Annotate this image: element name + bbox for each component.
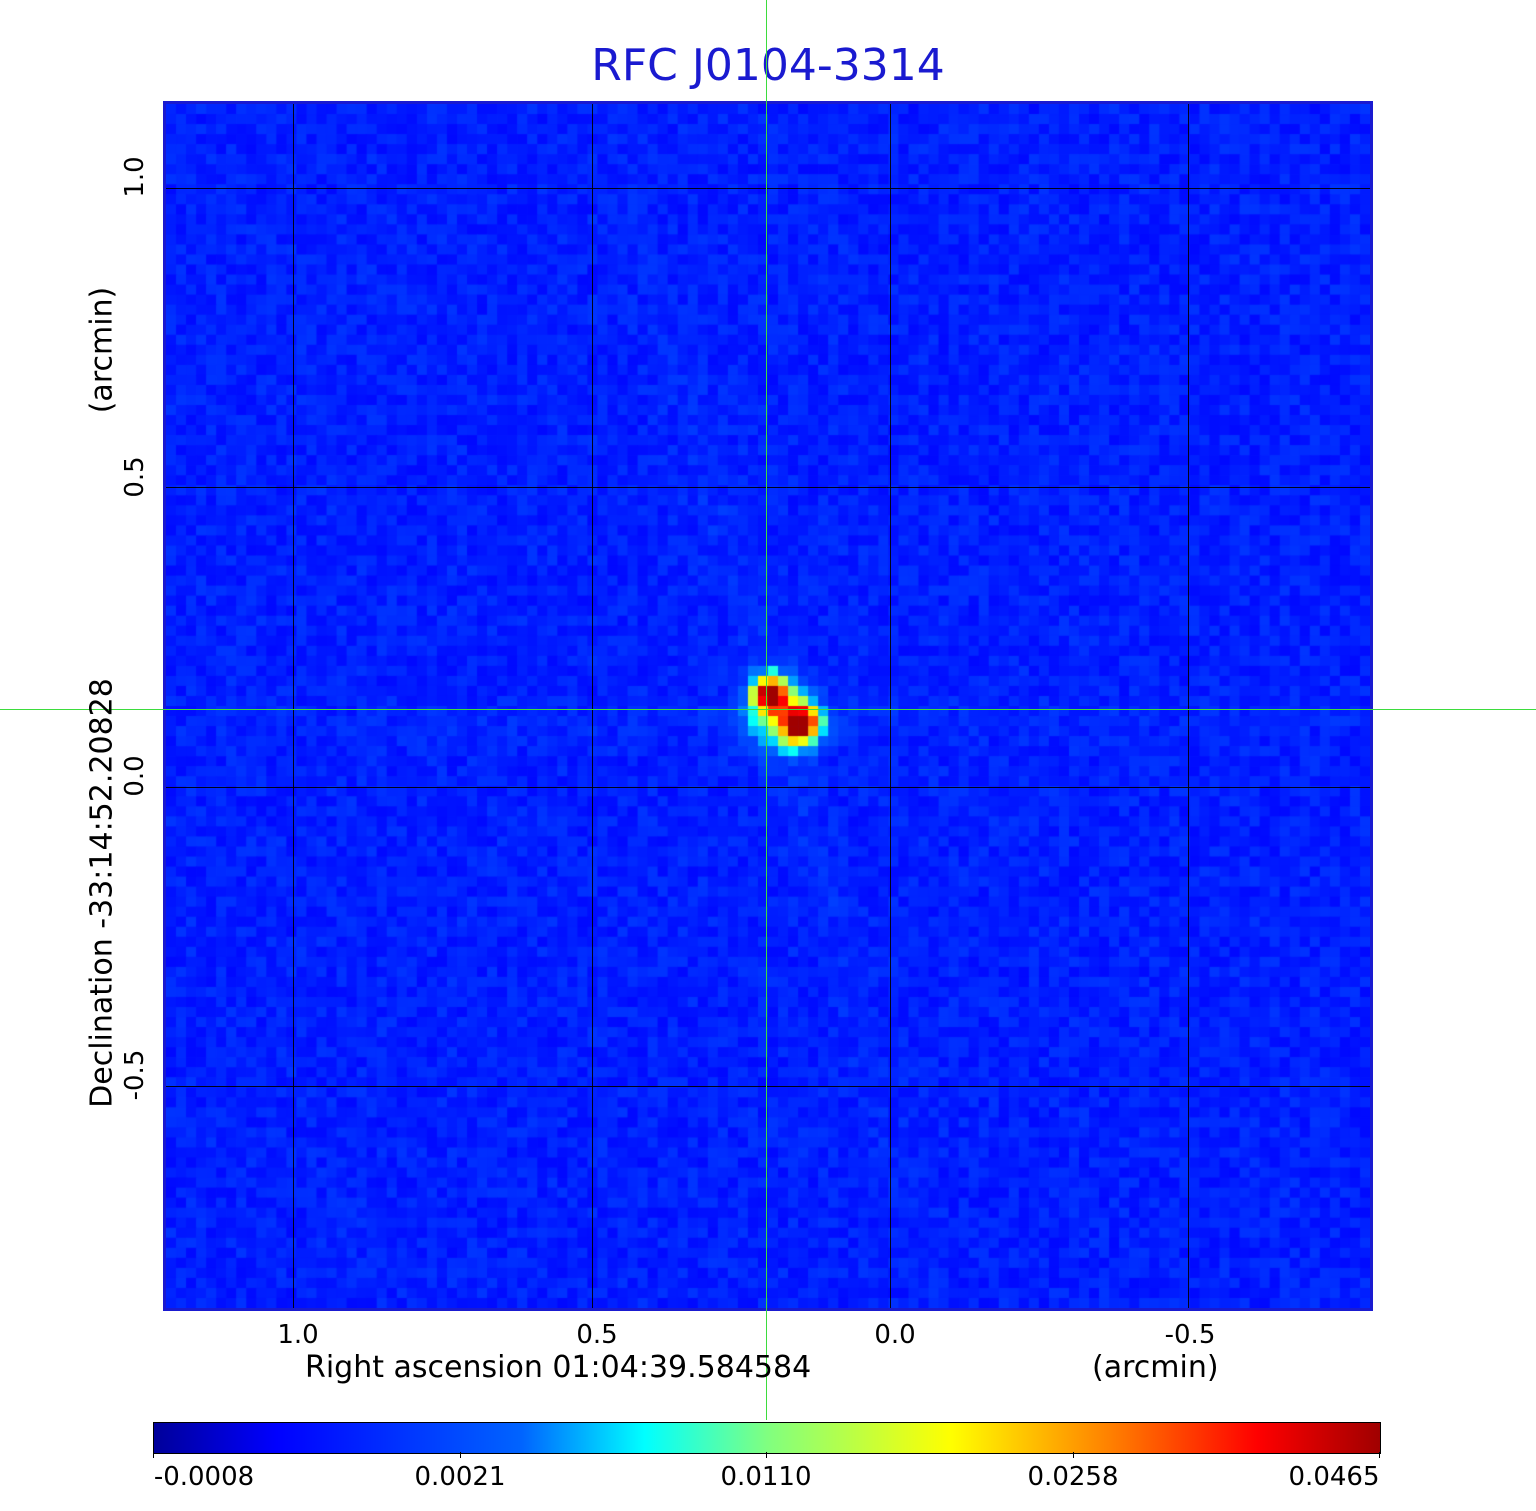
- crosshair-horizontal: [0, 709, 1536, 710]
- colorbar-tick-mark: [766, 1452, 767, 1458]
- colorbar-tick-label: 0.0021: [414, 1462, 506, 1492]
- crosshair-vertical: [766, 0, 767, 1420]
- colorbar-tick-mark: [1379, 1452, 1380, 1458]
- ra-gridline: [1188, 104, 1189, 1308]
- radio-intensity-map: [166, 104, 1370, 1308]
- x-tick-label: 0.0: [874, 1320, 916, 1350]
- dec-gridline: [166, 487, 1370, 488]
- x-tick-label: 0.5: [576, 1320, 618, 1350]
- colorbar: [153, 1422, 1381, 1454]
- sky-image-panel[interactable]: [163, 101, 1373, 1311]
- colorbar-tick-label: 0.0110: [720, 1462, 812, 1492]
- colorbar-tick-label: 0.0465: [1288, 1462, 1380, 1492]
- ra-gridline: [293, 104, 294, 1308]
- dec-gridline: [166, 787, 1370, 788]
- dec-gridline: [166, 188, 1370, 189]
- x-tick-label: 1.0: [277, 1320, 319, 1350]
- y-axis-unit: (arcmin): [84, 286, 120, 414]
- image-title: RFC J0104-3314: [591, 40, 945, 91]
- dec-gridline: [166, 1086, 1370, 1087]
- x-axis-label: Right ascension 01:04:39.584584: [305, 1350, 812, 1385]
- y-tick-label: 1.0: [120, 156, 150, 198]
- colorbar-tick-label: -0.0008: [153, 1462, 255, 1492]
- colorbar-tick-mark: [1073, 1452, 1074, 1458]
- y-tick-label: 0.5: [120, 456, 150, 498]
- y-tick-label: 0.0: [120, 755, 150, 797]
- y-tick-label: -0.5: [120, 1049, 150, 1101]
- colorbar-tick-mark: [460, 1452, 461, 1458]
- x-tick-label: -0.5: [1164, 1320, 1216, 1350]
- ra-gridline: [890, 104, 891, 1308]
- colorbar-tick-label: 0.0258: [1027, 1462, 1119, 1492]
- y-axis-label: Declination -33:14:52.20828: [84, 678, 120, 1108]
- ra-gridline: [592, 104, 593, 1308]
- colorbar-tick-mark: [153, 1452, 154, 1458]
- x-axis-unit: (arcmin): [1092, 1350, 1219, 1385]
